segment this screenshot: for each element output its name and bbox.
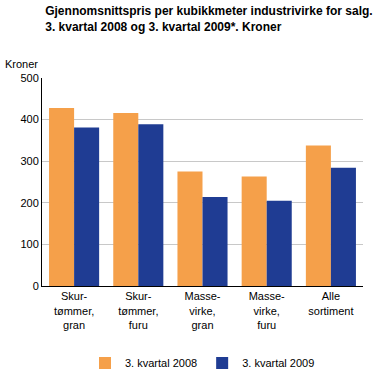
svg-text:Gjennomsnittspris per kubikkme: Gjennomsnittspris per kubikkmeter indust… (45, 4, 372, 34)
svg-text:Allesortiment: Allesortiment (308, 290, 353, 316)
svg-text:Kroner: Kroner (5, 58, 38, 70)
svg-text:0: 0 (33, 280, 39, 292)
svg-text:3. kvartal 2008: 3. kvartal 2008 (125, 357, 197, 369)
svg-text:300: 300 (20, 155, 38, 167)
svg-text:3. kvartal 2009: 3. kvartal 2009 (242, 357, 314, 369)
svg-text:Skur-tømmer,furu: Skur-tømmer,furu (118, 290, 158, 331)
svg-text:100: 100 (20, 238, 38, 250)
svg-text:400: 400 (20, 113, 38, 125)
svg-text:500: 500 (20, 72, 38, 84)
svg-text:Masse-virke,furu: Masse-virke,furu (249, 290, 285, 331)
svg-text:Masse-virke,gran: Masse-virke,gran (184, 290, 220, 331)
svg-text:200: 200 (20, 197, 38, 209)
svg-text:Skur-tømmer,gran: Skur-tømmer,gran (54, 290, 94, 331)
